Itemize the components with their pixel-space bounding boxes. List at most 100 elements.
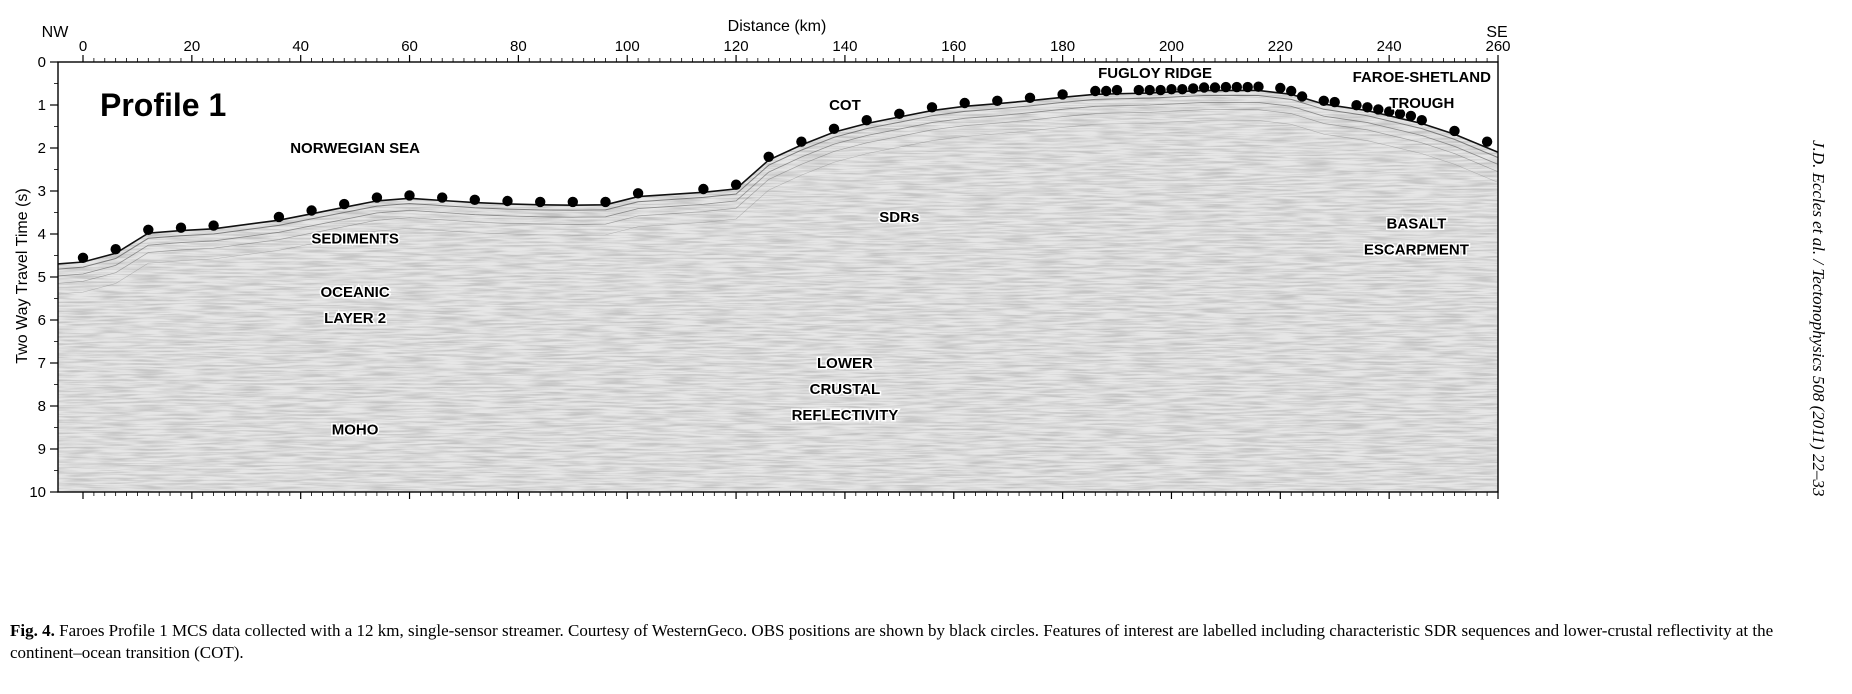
- y-axis-ticks: 0 1 2 3 4 5 6 7 8 9 10: [29, 54, 58, 501]
- obs-position-marker: [1373, 104, 1384, 115]
- caption-text: Faroes Profile 1 MCS data collected with…: [10, 621, 1774, 662]
- obs-position-marker: [1188, 83, 1199, 94]
- obs-position-marker: [273, 211, 285, 223]
- feature-labels: NORWEGIAN SEA SEDIMENTS OCEANIC LAYER 2 MOHO…: [289, 63, 1493, 440]
- seismic-profile-figure: 0 20 40 60 80 100 120 140 160 180 200 220 240 260 0 1 2…: [14, 18, 1511, 501]
- obs-position-marker: [1394, 108, 1406, 120]
- x-tick-label: 80: [510, 38, 527, 55]
- feature-label-lower-crustal-reflectivity: LOWER CRUSTAL REFLECTIVITY: [790, 354, 900, 426]
- obs-position-marker: [339, 198, 350, 210]
- obs-position-marker: [535, 196, 546, 208]
- feature-label-line: NORWEGIAN SEA: [290, 140, 420, 157]
- x-tick-label: 240: [1377, 38, 1402, 55]
- corner-label-se: SE: [1486, 24, 1507, 41]
- obs-position-marker: [1166, 84, 1177, 95]
- y-tick-label: 9: [38, 441, 46, 458]
- obs-position-marker: [926, 102, 938, 113]
- figure-caption: Fig. 4. Faroes Profile 1 MCS data collec…: [10, 620, 1840, 664]
- obs-position-marker: [1220, 81, 1232, 93]
- feature-label-line: CRUSTAL: [810, 381, 881, 398]
- obs-position-marker: [1253, 81, 1264, 92]
- feature-label-line: LAYER 2: [324, 310, 386, 327]
- feature-label-line: FAROE-SHETLAND: [1353, 69, 1492, 86]
- obs-position-marker: [1209, 82, 1221, 93]
- obs-position-marker: [208, 220, 219, 231]
- obs-position-marker: [1177, 84, 1188, 95]
- reflector-line: [58, 109, 1498, 284]
- caption-label: Fig. 4.: [10, 621, 55, 640]
- feature-label-oceanic-layer-2: OCEANIC LAYER 2: [319, 283, 391, 329]
- obs-position-marker: [796, 136, 807, 147]
- obs-position-marker: [763, 151, 774, 162]
- obs-position-marker: [894, 108, 905, 120]
- feature-label-line: FUGLOY RIDGE: [1098, 65, 1212, 82]
- reflector-line: [58, 120, 1498, 295]
- x-tick-label: 0: [79, 38, 87, 55]
- obs-position-marker: [1155, 84, 1166, 96]
- y-tick-label: 6: [38, 312, 46, 329]
- y-tick-label: 3: [38, 183, 46, 200]
- obs-position-marker: [1481, 136, 1493, 147]
- feature-label-line: SEDIMENTS: [311, 230, 399, 247]
- obs-position-marker: [600, 196, 611, 208]
- obs-position-marker: [1242, 81, 1253, 93]
- feature-label-line: OCEANIC: [321, 284, 390, 301]
- x-tick-label: 20: [184, 38, 201, 55]
- x-tick-label: 220: [1268, 38, 1293, 55]
- obs-position-marker: [1024, 92, 1036, 104]
- feature-label-line: LOWER: [817, 355, 873, 372]
- obs-position-marker: [632, 188, 644, 199]
- feature-label-sdrs: SDRs: [878, 207, 921, 227]
- corner-label-nw: NW: [42, 24, 70, 41]
- x-axis-ticks: 0 20 40 60 80 100 120 140 160 180 200 220 240 260: [79, 38, 1511, 499]
- obs-position-marker: [371, 192, 383, 203]
- x-tick-label: 160: [941, 38, 966, 55]
- feature-label-line: TROUGH: [1389, 95, 1454, 112]
- feature-label-fugloy-ridge: FUGLOY RIDGE: [1097, 63, 1214, 83]
- obs-position-marker: [437, 192, 448, 203]
- obs-position-marker: [1101, 85, 1112, 97]
- obs-position-marker: [1090, 85, 1101, 97]
- feature-label-line: ESCARPMENT: [1364, 241, 1469, 258]
- y-tick-label: 0: [38, 54, 46, 71]
- obs-position-marker: [502, 195, 513, 207]
- obs-position-marker: [1329, 96, 1340, 108]
- y-tick-label: 10: [29, 484, 46, 501]
- x-tick-label: 120: [724, 38, 749, 55]
- feature-label-line: MOHO: [332, 422, 379, 439]
- obs-position-marker: [567, 196, 578, 208]
- y-tick-label: 1: [38, 97, 46, 114]
- obs-position-marker: [77, 252, 89, 263]
- obs-position-marker: [1286, 85, 1297, 97]
- journal-citation-text: J.D. Eccles et al. / Tectonophysics 508 …: [1809, 140, 1828, 497]
- obs-position-marker: [1405, 110, 1417, 122]
- feature-label-basalt-escarpment: BASALT ESCARPMENT: [1362, 214, 1470, 260]
- obs-position-marker: [1133, 84, 1145, 96]
- obs-position-marker: [1231, 81, 1243, 93]
- x-tick-label: 200: [1159, 38, 1184, 55]
- obs-position-marker: [1416, 115, 1428, 126]
- x-tick-label: 260: [1485, 38, 1510, 55]
- reflector-line: [58, 95, 1498, 270]
- obs-position-marker: [1057, 89, 1068, 100]
- obs-position-marker: [1275, 82, 1286, 94]
- obs-position-marker: [828, 123, 840, 134]
- y-tick-label: 8: [38, 398, 46, 415]
- obs-position-marker: [698, 183, 709, 195]
- y-tick-label: 4: [38, 226, 46, 243]
- x-tick-label: 180: [1050, 38, 1075, 55]
- obs-position-marker: [1449, 125, 1460, 137]
- y-tick-label: 2: [38, 140, 46, 157]
- journal-citation-sidebar: J.D. Eccles et al. / Tectonophysics 508 …: [1800, 110, 1830, 590]
- x-tick-label: 140: [832, 38, 857, 55]
- y-tick-label: 7: [38, 355, 46, 372]
- feature-label-norwegian-sea: NORWEGIAN SEA: [289, 139, 422, 159]
- obs-positions: [77, 81, 1493, 263]
- obs-position-marker: [1351, 100, 1362, 111]
- obs-position-marker: [959, 97, 970, 109]
- obs-position-marker: [1318, 95, 1330, 107]
- reflector-line: [58, 101, 1498, 277]
- feature-label-line: BASALT: [1387, 215, 1447, 232]
- feature-label-line: SDRs: [879, 209, 919, 226]
- reflector-lines: [58, 95, 1498, 295]
